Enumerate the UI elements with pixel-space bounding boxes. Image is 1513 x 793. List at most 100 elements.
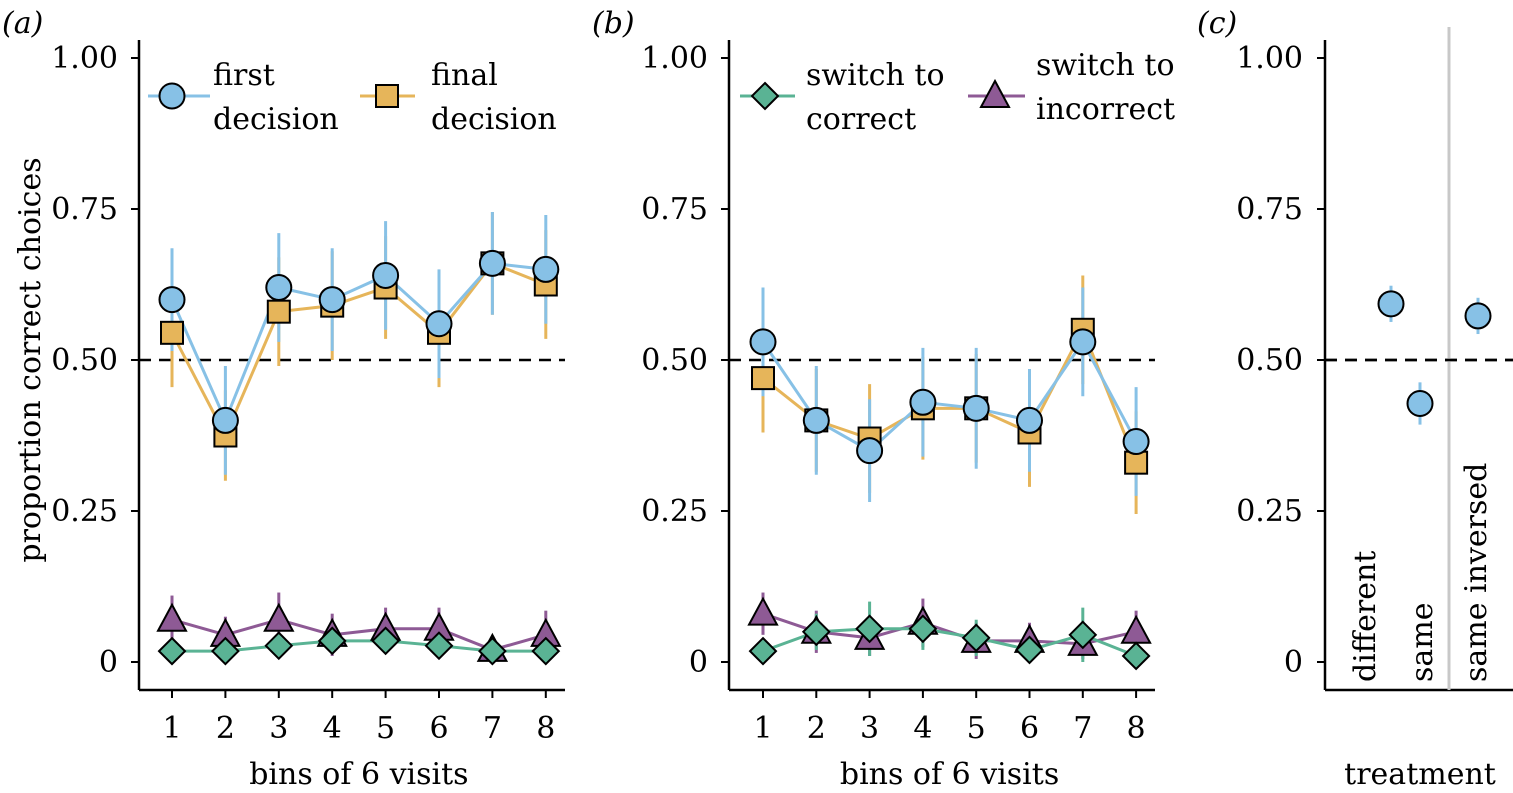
x-tick-label: 8 <box>536 711 555 746</box>
series-errorbars <box>761 275 1138 515</box>
data-point-diamond <box>531 636 561 666</box>
data-point-diamond <box>801 617 831 647</box>
data-point-circle <box>532 255 560 283</box>
data-point-diamond <box>1015 635 1044 665</box>
legend-label: first <box>213 58 275 93</box>
category-label: same inversed <box>1459 463 1494 682</box>
legend-label: incorrect <box>1036 92 1175 127</box>
y-tick-label: 1.00 <box>51 41 118 76</box>
y-tick-label: 0.25 <box>1236 494 1303 529</box>
data-point-circle <box>856 437 884 465</box>
x-tick-label: 6 <box>429 711 448 746</box>
data-point-triangle <box>747 596 779 626</box>
x-tick-label: 2 <box>807 711 826 746</box>
y-tick-label: 0 <box>99 645 118 680</box>
data-point-circle <box>425 310 453 338</box>
data-point-circle <box>372 261 400 289</box>
data-point-square <box>266 299 291 324</box>
data-point-diamond <box>371 626 401 656</box>
data-point-circle <box>1016 406 1043 434</box>
x-axis-title: bins of 6 visits <box>840 757 1059 792</box>
x-tick-label: 7 <box>483 711 502 746</box>
y-tick-label: 0.50 <box>1236 343 1303 378</box>
data-point-diamond <box>264 631 294 661</box>
data-point-circle <box>318 286 346 314</box>
data-point-circle <box>265 274 293 302</box>
legend-label: decision <box>431 102 557 137</box>
data-point-diamond <box>424 631 454 661</box>
x-tick-label: 3 <box>269 711 288 746</box>
category-label: different <box>1348 551 1383 682</box>
data-point-triangle <box>1120 614 1152 644</box>
y-axis-title: proportion correct choices <box>13 157 48 562</box>
data-point-diamond <box>317 626 347 656</box>
series-line <box>170 261 546 425</box>
y-tick-label: 0.25 <box>641 494 708 529</box>
legend-marker-square <box>375 84 399 108</box>
y-tick-label: 1.00 <box>1236 41 1303 76</box>
y-tick-label: 0.50 <box>641 343 708 378</box>
data-point-triangle <box>263 602 295 632</box>
data-point-circle <box>749 328 777 356</box>
legend-label: switch to <box>806 58 945 93</box>
x-tick-label: 4 <box>323 711 342 746</box>
x-tick-label: 6 <box>1020 711 1039 746</box>
legend-marker-circle <box>158 82 186 110</box>
legend-label: correct <box>806 102 916 137</box>
data-point-diamond <box>1121 641 1151 671</box>
legend-item: switch to incorrect <box>968 48 1175 127</box>
data-point-diamond <box>1068 620 1098 650</box>
panel-a: (a) 0 0.25 0.50 0.75 1.00 proportion correct c… <box>2 6 565 792</box>
panel-label: (b) <box>592 6 635 41</box>
data-point-circle <box>909 388 937 416</box>
y-tick-label: 0 <box>1284 645 1303 680</box>
x-tick-label: 3 <box>860 711 879 746</box>
x-tick-label: 1 <box>753 711 772 746</box>
legend-item: switch to correct <box>740 58 945 137</box>
data-point-diamond <box>748 636 778 666</box>
legend-marker-diamond <box>750 81 780 111</box>
data-point-diamond <box>908 614 938 644</box>
panel-b: (b) 0 0.25 0.50 0.75 1.00 bins of 6 visits 1 2 3 4… <box>592 6 1175 792</box>
legend-label: final <box>431 58 498 93</box>
y-tick-label: 0.75 <box>51 192 118 227</box>
x-tick-label: 1 <box>162 711 181 746</box>
y-tick-label: 0.75 <box>1236 192 1303 227</box>
x-tick-label: 5 <box>967 711 986 746</box>
data-point-triangle <box>156 602 188 632</box>
data-point-circle <box>158 286 186 314</box>
y-tick-label: 0 <box>689 645 708 680</box>
x-axis-title: bins of 6 visits <box>249 757 468 792</box>
data-point-circle <box>802 406 830 434</box>
data-point-diamond <box>157 636 187 666</box>
x-tick-label: 5 <box>376 711 395 746</box>
data-point-diamond <box>210 636 240 666</box>
series-line <box>761 338 1138 453</box>
data-point-circle <box>1406 389 1434 417</box>
legend-item: final decision <box>360 58 557 137</box>
y-tick-label: 0.75 <box>641 192 708 227</box>
data-point-circle <box>962 394 990 422</box>
y-tick-label: 0.25 <box>51 494 118 529</box>
data-point-diamond <box>477 636 507 666</box>
data-point-diamond <box>855 614 885 644</box>
x-tick-label: 4 <box>913 711 932 746</box>
data-point-circle <box>478 249 506 277</box>
y-tick-label: 1.00 <box>641 41 708 76</box>
legend-label: switch to <box>1036 48 1175 83</box>
legend-label: decision <box>213 102 339 137</box>
y-tick-label: 0.50 <box>51 343 118 378</box>
x-tick-label: 7 <box>1073 711 1092 746</box>
panel-label: (a) <box>2 6 43 41</box>
legend-marker-triangle <box>979 78 1011 108</box>
data-point-circle <box>1122 428 1150 456</box>
panel-label: (c) <box>1197 6 1237 41</box>
data-point-square <box>751 366 775 391</box>
data-point-circle <box>1069 328 1097 356</box>
data-point-square <box>160 320 184 345</box>
x-tick-label: 2 <box>216 711 235 746</box>
x-axis-title: treatment <box>1344 757 1496 792</box>
data-point-diamond <box>961 623 991 653</box>
panel-c: (c) 0 0.25 0.50 0.75 1.00 treatment different sa… <box>1197 6 1513 792</box>
